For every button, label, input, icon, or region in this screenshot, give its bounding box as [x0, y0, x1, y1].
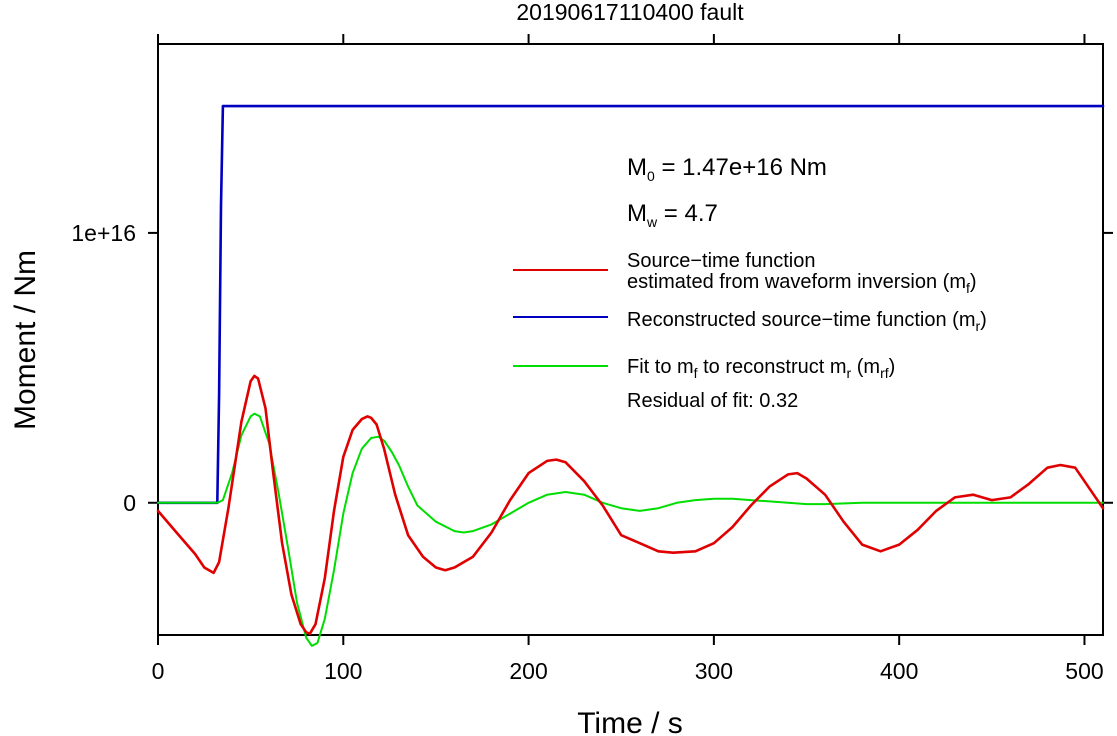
m0-value: = 1.47e+16 Nm [655, 154, 827, 181]
legend-mr-text: Reconstructed source−time function (mr) [627, 309, 987, 334]
x-tick-label: 400 [880, 658, 918, 684]
y-tick-label: 0 [123, 490, 136, 516]
m0-subscript: 0 [647, 168, 655, 184]
m0-prefix: M [627, 154, 647, 181]
mw-prefix: M [627, 200, 647, 227]
y-axis-ticks: 0 1e+16 [71, 220, 1113, 516]
y-axis-title: Moment / Nm [9, 250, 42, 430]
x-tick-label: 200 [509, 658, 547, 684]
x-tick-label: 500 [1065, 658, 1103, 684]
legend-mf-line2-end: ) [970, 271, 977, 293]
x-tick-label: 100 [324, 658, 362, 684]
x-tick-label: 300 [695, 658, 733, 684]
series-lines [156, 104, 1105, 647]
legend-mrf-sub1: f [694, 365, 698, 381]
series-line-mf [156, 374, 1105, 636]
residual-text: Residual of fit: 0.32 [627, 390, 798, 412]
legend-mr-end: ) [980, 309, 987, 331]
legend-mrf-part3: (m [851, 356, 880, 378]
y-tick-label: 1e+16 [71, 220, 136, 246]
legend-mrf-part4: ) [889, 356, 896, 378]
legend-mrf-text: Fit to mf to reconstruct mr (mrf) [627, 356, 895, 381]
chart-title: 20190617110400 fault [516, 0, 744, 25]
x-axis-title: Time / s [577, 707, 683, 736]
mw-subscript: w [646, 214, 658, 230]
legend-mrf-sub2: r [847, 365, 852, 381]
legend-mr-sub: r [976, 318, 981, 334]
legend-mf-line2: estimated from waveform inversion (mf) [627, 271, 977, 296]
legend-mr-main: Reconstructed source−time function (m [627, 309, 976, 331]
legend-mf-line1: Source−time function [627, 250, 815, 272]
legend-mrf-sub3: rf [880, 365, 889, 381]
x-tick-label: 0 [152, 658, 165, 684]
plot-frame [157, 43, 1104, 636]
m0-annotation: M0 = 1.47e+16 Nm [627, 154, 827, 184]
mw-annotation: Mw = 4.7 [627, 200, 718, 230]
legend-mf-line2-sub: f [966, 280, 970, 296]
series-line-mrf [157, 412, 1104, 647]
legend: Source−time function estimated from wave… [513, 250, 987, 412]
legend-mrf-part2: to reconstruct m [698, 356, 847, 378]
x-axis-ticks: 0 100 200 300 400 500 [152, 34, 1104, 684]
legend-mrf-part1: Fit to m [627, 356, 694, 378]
mw-value: = 4.7 [657, 200, 718, 227]
legend-mf-line2-main: estimated from waveform inversion (m [627, 271, 966, 293]
